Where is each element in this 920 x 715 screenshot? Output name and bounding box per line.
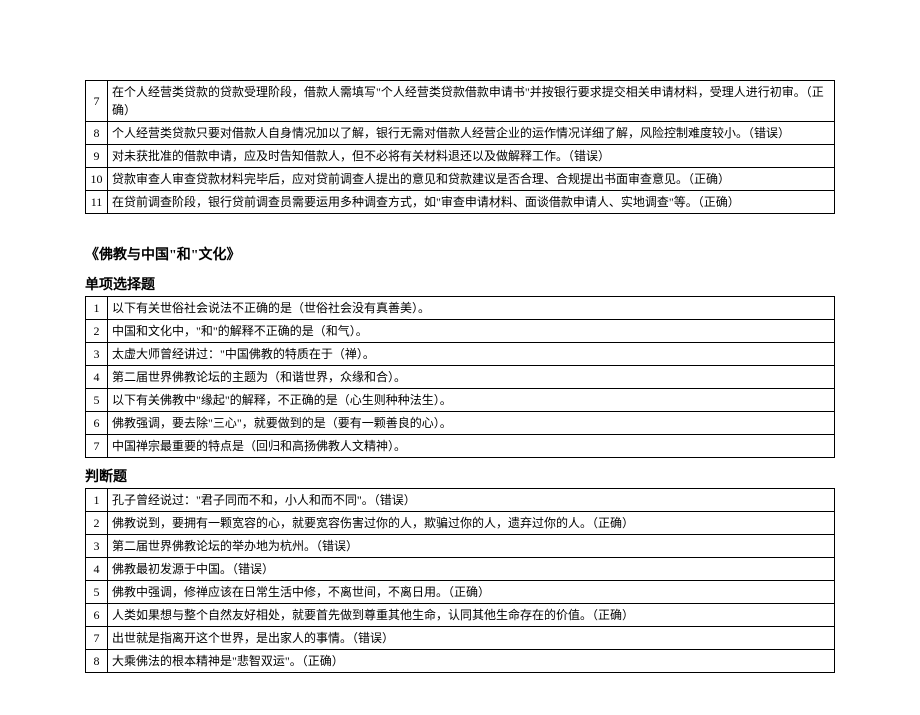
table-row: 10贷款审查人审查贷款材料完毕后，应对贷前调查人提出的意见和贷款建议是否合理、合… [86, 168, 835, 191]
judge-table: 1孔子曾经说过："君子同而不和，小人和而不同"。（错误）2佛教说到，要拥有一颗宽… [85, 488, 835, 673]
table-row: 7在个人经营类贷款的贷款受理阶段，借款人需填写"个人经营类贷款借款申请书"并按银… [86, 81, 835, 122]
table-row: 6人类如果想与整个自然友好相处，就要首先做到尊重其他生命，认同其他生命存在的价值… [86, 604, 835, 627]
row-number: 7 [86, 435, 108, 458]
row-number: 10 [86, 168, 108, 191]
row-number: 8 [86, 650, 108, 673]
table-row: 3太虚大师曾经讲过："中国佛教的特质在于（禅）。 [86, 343, 835, 366]
row-text: 在贷前调查阶段，银行贷前调查员需要运用多种调查方式，如"审查申请材料、面谈借款申… [108, 191, 835, 214]
table-row: 1以下有关世俗社会说法不正确的是（世俗社会没有真善美）。 [86, 297, 835, 320]
table-row: 8个人经营类贷款只要对借款人自身情况加以了解，银行无需对借款人经营企业的运作情况… [86, 122, 835, 145]
row-text: 太虚大师曾经讲过："中国佛教的特质在于（禅）。 [108, 343, 835, 366]
row-number: 2 [86, 512, 108, 535]
row-number: 3 [86, 535, 108, 558]
row-text: 中国和文化中，"和"的解释不正确的是（和气）。 [108, 320, 835, 343]
row-number: 9 [86, 145, 108, 168]
row-text: 佛教中强调，修禅应该在日常生活中修，不离世间，不离日用。（正确） [108, 581, 835, 604]
row-number: 2 [86, 320, 108, 343]
single-choice-table: 1以下有关世俗社会说法不正确的是（世俗社会没有真善美）。2中国和文化中，"和"的… [85, 296, 835, 458]
row-text: 在个人经营类贷款的贷款受理阶段，借款人需填写"个人经营类贷款借款申请书"并按银行… [108, 81, 835, 122]
table-row: 4第二届世界佛教论坛的主题为（和谐世界，众缘和合）。 [86, 366, 835, 389]
row-number: 7 [86, 627, 108, 650]
table-row: 4佛教最初发源于中国。（错误） [86, 558, 835, 581]
row-text: 对未获批准的借款申请，应及时告知借款人，但不必将有关材料退还以及做解释工作。（错… [108, 145, 835, 168]
row-number: 3 [86, 343, 108, 366]
row-text: 人类如果想与整个自然友好相处，就要首先做到尊重其他生命，认同其他生命存在的价值。… [108, 604, 835, 627]
row-number: 7 [86, 81, 108, 122]
row-text: 佛教说到，要拥有一颗宽容的心，就要宽容伤害过你的人，欺骗过你的人，遗弃过你的人。… [108, 512, 835, 535]
row-number: 4 [86, 366, 108, 389]
table-row: 9对未获批准的借款申请，应及时告知借款人，但不必将有关材料退还以及做解释工作。（… [86, 145, 835, 168]
table-row: 3第二届世界佛教论坛的举办地为杭州。（错误） [86, 535, 835, 558]
table-row: 11在贷前调查阶段，银行贷前调查员需要运用多种调查方式，如"审查申请材料、面谈借… [86, 191, 835, 214]
row-text: 第二届世界佛教论坛的举办地为杭州。（错误） [108, 535, 835, 558]
row-text: 以下有关世俗社会说法不正确的是（世俗社会没有真善美）。 [108, 297, 835, 320]
row-text: 以下有关佛教中"缘起"的解释，不正确的是（心生则种种法生）。 [108, 389, 835, 412]
row-number: 6 [86, 412, 108, 435]
row-text: 中国禅宗最重要的特点是（回归和高扬佛教人文精神）。 [108, 435, 835, 458]
row-text: 贷款审查人审查贷款材料完毕后，应对贷前调查人提出的意见和贷款建议是否合理、合规提… [108, 168, 835, 191]
row-text: 第二届世界佛教论坛的主题为（和谐世界，众缘和合）。 [108, 366, 835, 389]
row-text: 佛教最初发源于中国。（错误） [108, 558, 835, 581]
table-row: 2佛教说到，要拥有一颗宽容的心，就要宽容伤害过你的人，欺骗过你的人，遗弃过你的人… [86, 512, 835, 535]
row-number: 1 [86, 297, 108, 320]
row-text: 出世就是指离开这个世界，是出家人的事情。（错误） [108, 627, 835, 650]
table-row: 1孔子曾经说过："君子同而不和，小人和而不同"。（错误） [86, 489, 835, 512]
table-row: 7中国禅宗最重要的特点是（回归和高扬佛教人文精神）。 [86, 435, 835, 458]
table-row: 6佛教强调，要去除"三心"，就要做到的是（要有一颗善良的心）。 [86, 412, 835, 435]
table-row: 8大乘佛法的根本精神是"悲智双运"。（正确） [86, 650, 835, 673]
row-text: 大乘佛法的根本精神是"悲智双运"。（正确） [108, 650, 835, 673]
single-choice-heading: 单项选择题 [85, 274, 835, 294]
row-number: 5 [86, 389, 108, 412]
table-row: 7出世就是指离开这个世界，是出家人的事情。（错误） [86, 627, 835, 650]
row-number: 11 [86, 191, 108, 214]
table-row: 5以下有关佛教中"缘起"的解释，不正确的是（心生则种种法生）。 [86, 389, 835, 412]
row-text: 孔子曾经说过："君子同而不和，小人和而不同"。（错误） [108, 489, 835, 512]
judge-heading: 判断题 [85, 466, 835, 486]
row-text: 个人经营类贷款只要对借款人自身情况加以了解，银行无需对借款人经营企业的运作情况详… [108, 122, 835, 145]
row-number: 8 [86, 122, 108, 145]
table-row: 5佛教中强调，修禅应该在日常生活中修，不离世间，不离日用。（正确） [86, 581, 835, 604]
row-number: 6 [86, 604, 108, 627]
row-number: 1 [86, 489, 108, 512]
row-text: 佛教强调，要去除"三心"，就要做到的是（要有一颗善良的心）。 [108, 412, 835, 435]
row-number: 5 [86, 581, 108, 604]
topic-title: 《佛教与中国"和"文化》 [85, 244, 835, 264]
loan-table: 7在个人经营类贷款的贷款受理阶段，借款人需填写"个人经营类贷款借款申请书"并按银… [85, 80, 835, 214]
table-row: 2中国和文化中，"和"的解释不正确的是（和气）。 [86, 320, 835, 343]
row-number: 4 [86, 558, 108, 581]
